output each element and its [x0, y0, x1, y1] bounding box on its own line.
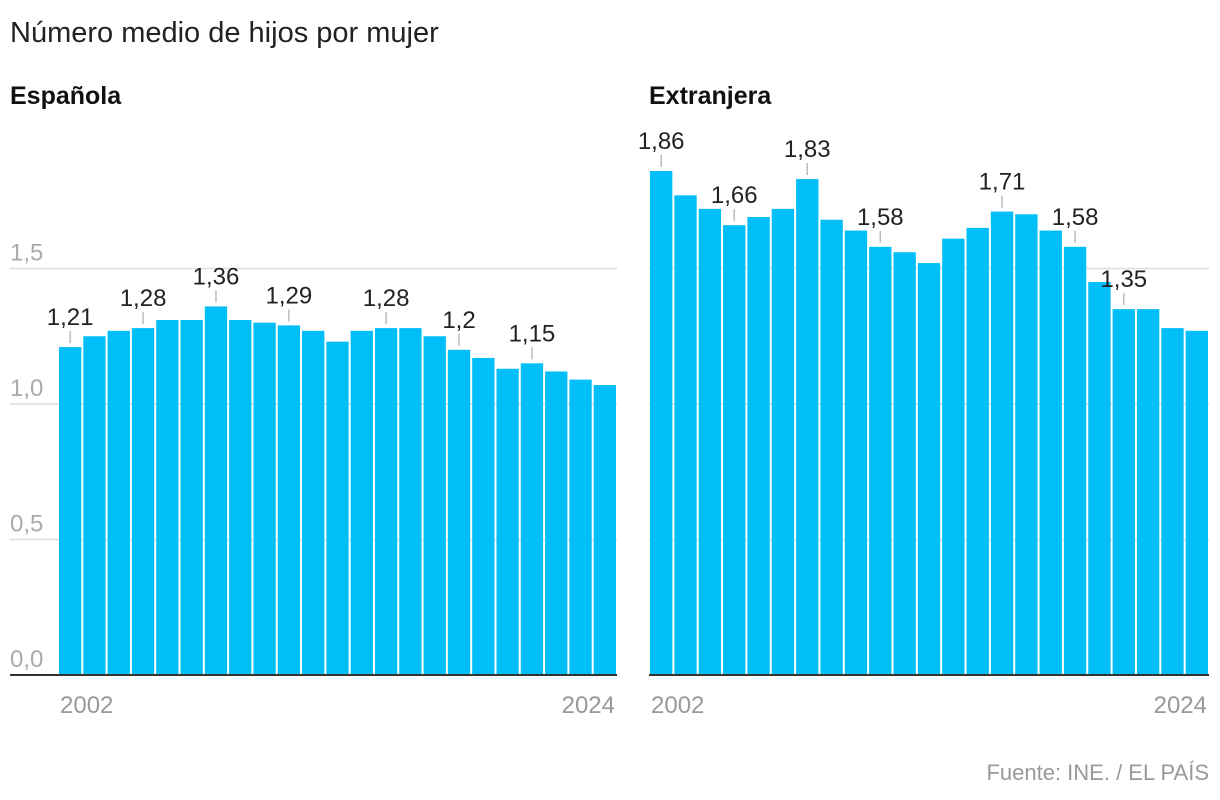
bar: [326, 341, 349, 675]
bar: [747, 217, 770, 675]
bar: [942, 238, 965, 675]
bar: [520, 363, 544, 675]
y-tick-label: 1,5: [10, 240, 43, 267]
x-tick-label: 2002: [651, 692, 704, 719]
bar: [496, 368, 519, 675]
bar: [399, 328, 422, 675]
bar: [723, 225, 746, 675]
bar: [893, 252, 916, 676]
value-label: 1,58: [1052, 204, 1099, 231]
bar: [204, 306, 228, 675]
bar: [771, 208, 795, 675]
subplot-title: Extranjera: [649, 82, 772, 110]
value-label: 1,35: [1100, 266, 1147, 293]
bar: [1039, 230, 1062, 675]
bar: [674, 195, 697, 675]
value-label: 1,83: [784, 136, 831, 163]
value-label: 1,66: [711, 182, 758, 209]
value-label: 1,2: [442, 307, 475, 334]
bar: [1185, 330, 1208, 675]
bar: [253, 322, 276, 675]
bar: [1063, 246, 1087, 675]
bar: [447, 349, 471, 675]
value-label: 1,28: [363, 285, 410, 312]
bar: [374, 328, 398, 675]
bar: [83, 336, 106, 675]
bar: [869, 246, 892, 675]
y-tick-label: 0,5: [10, 511, 43, 538]
bar: [156, 319, 179, 675]
bar: [131, 328, 155, 675]
bar: [1112, 309, 1135, 675]
value-label: 1,15: [509, 320, 556, 347]
value-label: 1,29: [266, 282, 313, 309]
value-label: 1,71: [979, 169, 1026, 196]
value-label: 1,28: [120, 285, 167, 312]
bar: [1015, 214, 1038, 676]
bar: [796, 179, 819, 675]
bar: [593, 385, 616, 675]
bar: [844, 230, 868, 675]
bar: [59, 347, 82, 675]
bar: [820, 219, 843, 675]
bar: [423, 336, 446, 675]
bar: [650, 170, 673, 675]
bar: [569, 379, 592, 675]
subplot-title: Española: [10, 82, 122, 110]
bar: [1161, 328, 1184, 675]
x-tick-label: 2002: [60, 692, 113, 719]
source: Fuente: INE. / EL PAÍS: [986, 760, 1209, 785]
bar: [302, 330, 325, 675]
value-label: 1,86: [638, 128, 685, 155]
y-tick-label: 1,0: [10, 375, 43, 402]
x-tick-label: 2024: [1154, 692, 1207, 719]
chart-title: Número medio de hijos por mujer: [10, 17, 439, 49]
bar: [966, 227, 989, 675]
bar: [107, 330, 130, 675]
value-label: 1,58: [857, 204, 904, 231]
x-tick-label: 2024: [562, 692, 615, 719]
bar: [545, 371, 568, 675]
bar: [180, 319, 203, 675]
value-label: 1,21: [47, 304, 94, 331]
bar: [990, 211, 1014, 675]
bar: [277, 325, 301, 675]
bar: [472, 357, 495, 675]
bar: [917, 263, 941, 675]
bar: [1136, 309, 1160, 675]
bar: [229, 319, 252, 675]
bar: [1088, 282, 1111, 675]
y-tick-label: 0,0: [10, 646, 43, 673]
bar: [698, 208, 722, 675]
value-label: 1,36: [193, 263, 240, 290]
bar: [350, 330, 373, 675]
